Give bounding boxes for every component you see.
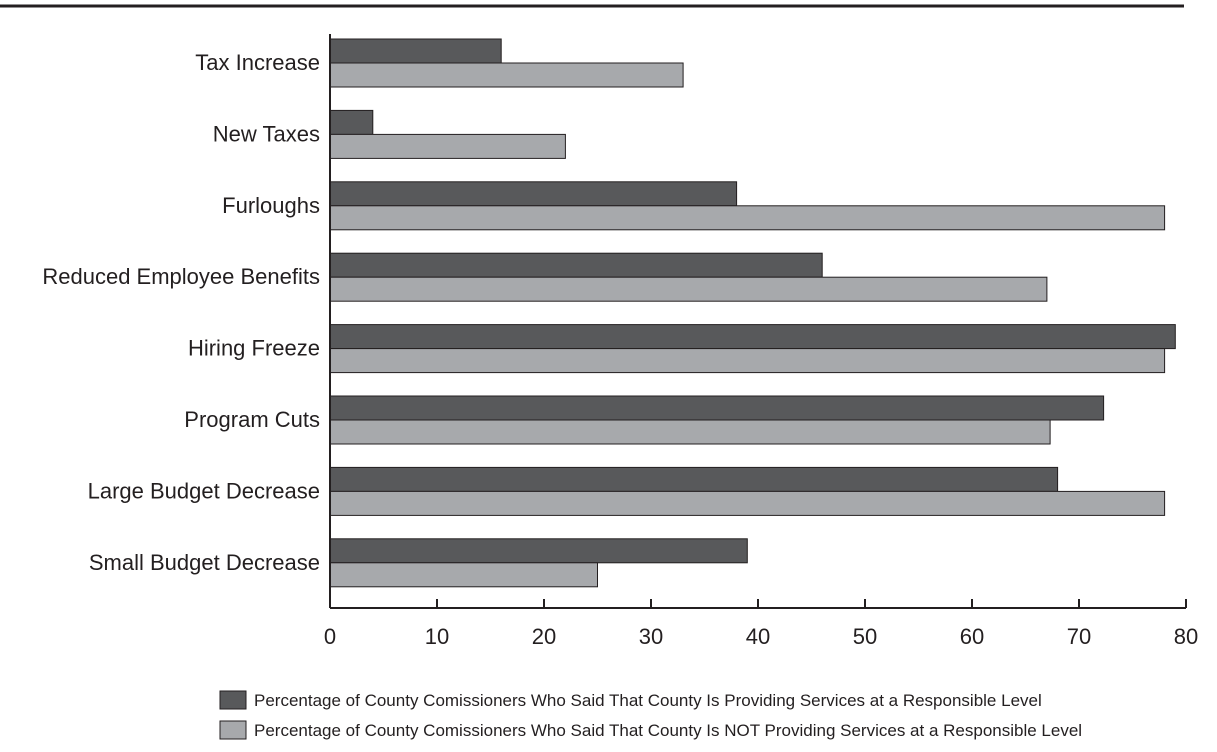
bar-not-responsible: [329, 276, 1048, 302]
bar-not-responsible: [329, 419, 1051, 445]
bar-not-responsible: [329, 348, 1166, 374]
category-label: New Taxes: [213, 121, 320, 146]
category-label: Reduced Employee Benefits: [42, 264, 320, 289]
bar-responsible: [329, 181, 738, 207]
bar-responsible: [329, 38, 502, 64]
x-tick-label: 10: [425, 624, 449, 649]
x-tick-label: 70: [1067, 624, 1091, 649]
x-tick-label: 20: [532, 624, 556, 649]
category-label: Program Cuts: [184, 407, 320, 432]
category-label: Large Budget Decrease: [88, 478, 320, 503]
bar-responsible: [329, 109, 374, 135]
legend-swatch-not-responsible: [219, 720, 247, 740]
x-tick-label: 60: [960, 624, 984, 649]
bar-not-responsible: [329, 133, 566, 159]
x-tick-label: 80: [1174, 624, 1198, 649]
bar-not-responsible: [329, 62, 684, 88]
bar-responsible: [329, 395, 1105, 421]
bar-responsible: [329, 324, 1176, 350]
x-tick-label: 0: [324, 624, 336, 649]
bars-group: [329, 38, 1176, 588]
category-labels: Tax Increase New Taxes Furloughs Reduced Em…: [42, 50, 320, 575]
x-tick-label: 30: [639, 624, 663, 649]
x-axis-ticks: 0 10 20 30 40 50 60 70 80: [324, 599, 1198, 649]
category-label: Furloughs: [222, 193, 320, 218]
x-tick-label: 40: [746, 624, 770, 649]
x-tick-label: 50: [853, 624, 877, 649]
category-label: Hiring Freeze: [188, 336, 320, 361]
category-label: Tax Increase: [195, 50, 320, 75]
legend-label-not-responsible: Percentage of County Comissioners Who Sa…: [254, 721, 1082, 740]
legend-label-responsible: Percentage of County Comissioners Who Sa…: [254, 691, 1042, 710]
bar-not-responsible: [329, 562, 598, 588]
x-axis: [329, 34, 1186, 609]
bar-not-responsible: [329, 490, 1166, 516]
bar-not-responsible: [329, 205, 1166, 231]
legend-swatch-responsible: [219, 690, 247, 710]
legend: Percentage of County Comissioners Who Sa…: [219, 690, 1082, 740]
category-label: Small Budget Decrease: [89, 550, 320, 575]
bar-responsible: [329, 252, 823, 278]
bar-responsible: [329, 466, 1059, 492]
bar-responsible: [329, 538, 748, 564]
